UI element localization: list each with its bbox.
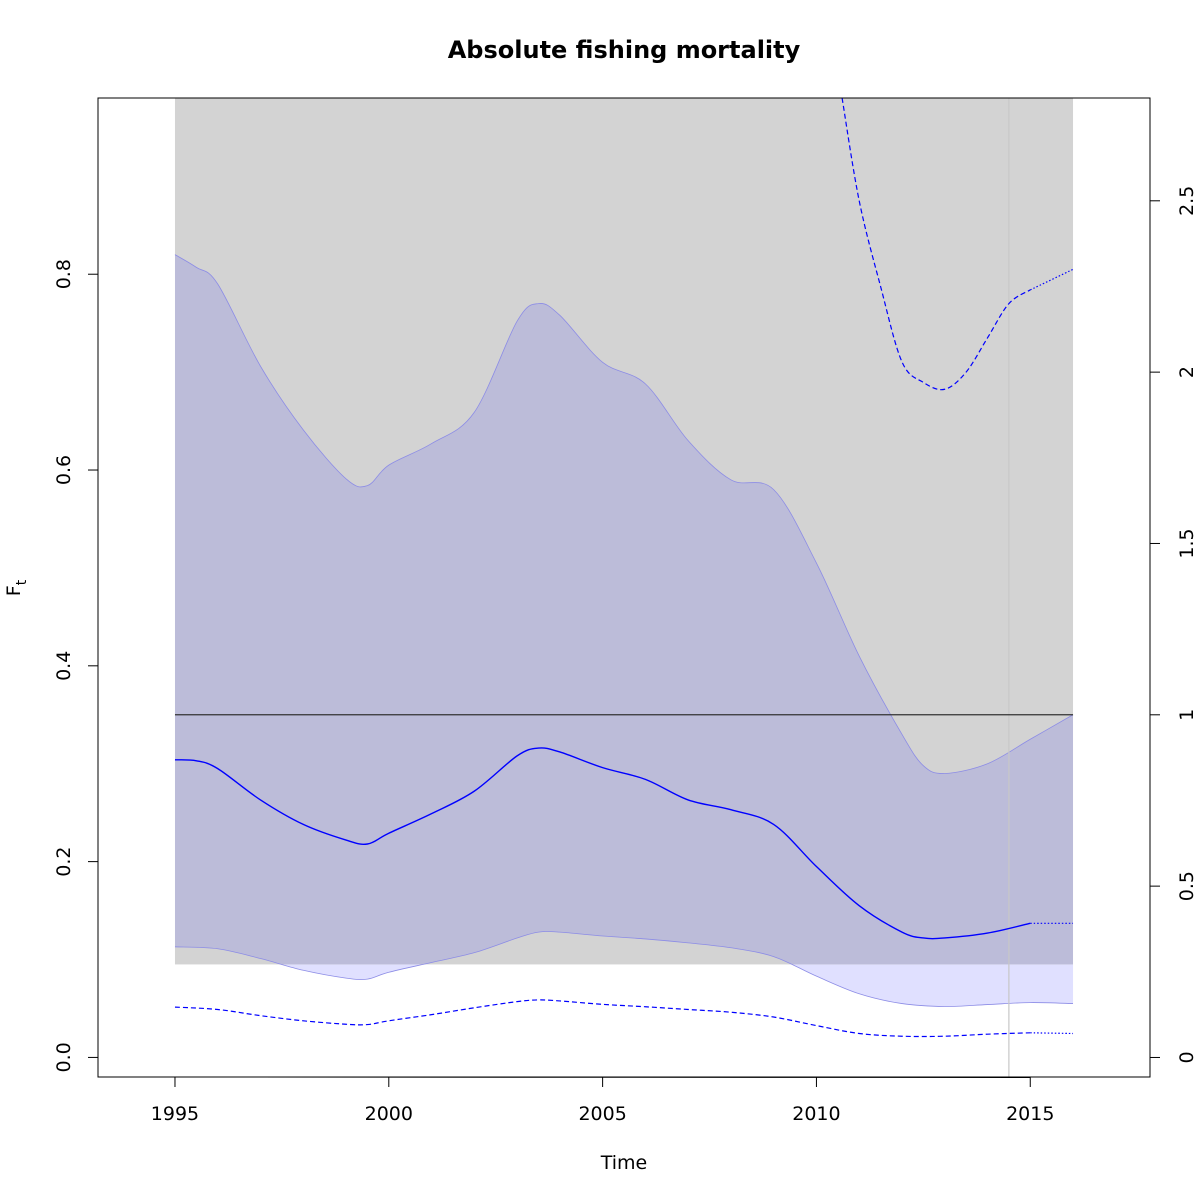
y-right-tick-label: 1 [1176, 709, 1198, 721]
svg-text:Ft: Ft [3, 579, 30, 596]
y-right-tick-label: 1.5 [1176, 528, 1198, 558]
relative-upper-line [841, 98, 1031, 391]
y-left-tick-label: 0.0 [53, 1042, 75, 1072]
y-right-tick-label: 2.5 [1176, 186, 1198, 216]
relative-lower-forecast-line [1030, 1032, 1074, 1035]
x-tick-label: 2015 [1006, 1103, 1054, 1125]
y-axis-label: Ft [3, 579, 30, 596]
chart-title: Absolute fishing mortality [448, 36, 801, 64]
x-tick-label: 2010 [792, 1103, 840, 1125]
x-tick-label: 2005 [578, 1103, 626, 1125]
y-left-tick-label: 0.4 [53, 651, 75, 681]
y-axis-label-main: F [3, 585, 25, 596]
y-right-tick-label: 0.5 [1176, 871, 1198, 901]
y-axis-label-subscript: t [14, 579, 30, 585]
y-left-tick-label: 0.8 [53, 259, 75, 289]
y-left-tick-label: 0.6 [53, 455, 75, 485]
ci-upper-line [174, 254, 1074, 774]
y-left-tick-label: 0.2 [53, 846, 75, 876]
axes: 1995 2000 2005 2010 2015 0.0 0.2 0.4 0.6 0.8 0 0.5 1… [53, 186, 1198, 1125]
x-tick-label: 2000 [365, 1103, 413, 1125]
x-tick-label: 1995 [151, 1103, 199, 1125]
relative-lower-line [174, 999, 1031, 1038]
y-right-tick-label: 2 [1176, 366, 1198, 378]
estimate-line [174, 747, 1031, 940]
y-right-tick-label: 0 [1176, 1051, 1198, 1063]
ci-band-inner [174, 254, 1074, 965]
x-axis-label: Time [600, 1152, 648, 1174]
plot-area [174, 98, 1074, 1077]
ci-lower-line [174, 931, 1074, 1007]
